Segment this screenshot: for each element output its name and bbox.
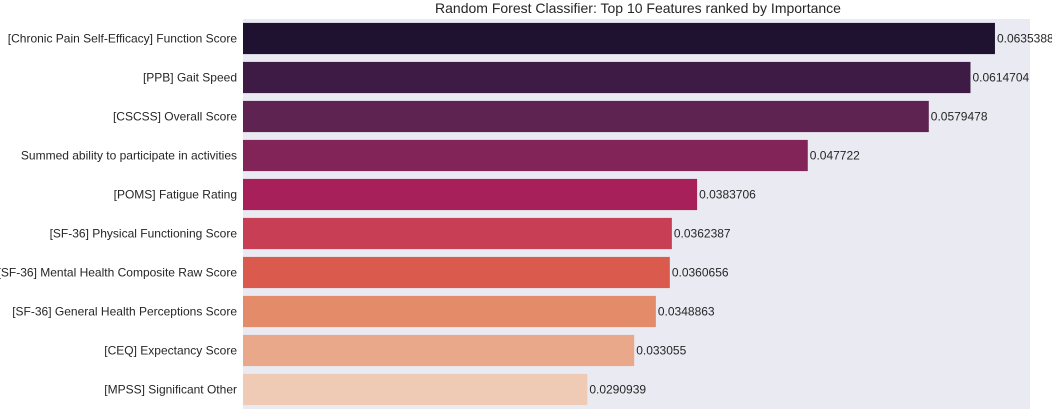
- category-label-8: [SF-36] General Health Perceptions Score: [12, 305, 237, 319]
- value-label-4: 0.047722: [810, 149, 860, 163]
- category-label-2: [PPB] Gait Speed: [143, 71, 237, 85]
- chart-title: Random Forest Classifier: Top 10 Feature…: [435, 0, 841, 16]
- data-labels-layer: 0.0635388 0.0614704 0.0579478 0.047722 0.038…: [589, 32, 1052, 397]
- value-label-8: 0.0348863: [658, 305, 715, 319]
- value-label-10: 0.0290939: [589, 383, 646, 397]
- bar-7: [243, 256, 670, 289]
- value-label-6: 0.0362387: [674, 227, 731, 241]
- value-label-1: 0.0635388: [997, 32, 1052, 46]
- bar-10: [243, 373, 588, 406]
- value-label-9: 0.033055: [636, 344, 686, 358]
- category-label-5: [POMS] Fatigue Rating: [114, 188, 237, 202]
- category-label-6: [SF-36] Physical Functioning Score: [50, 227, 238, 241]
- value-label-5: 0.0383706: [699, 188, 756, 202]
- category-label-4: Summed ability to participate in activit…: [21, 149, 237, 163]
- bar-6: [243, 217, 672, 250]
- category-label-1: [Chronic Pain Self-Efficacy] Function Sc…: [8, 32, 238, 46]
- value-label-2: 0.0614704: [972, 71, 1029, 85]
- bar-2: [243, 61, 971, 94]
- category-label-7: [SF-36] Mental Health Composite Raw Scor…: [0, 266, 237, 280]
- bar-5: [243, 178, 698, 211]
- bar-9: [243, 334, 635, 367]
- bars-layer: [243, 22, 995, 406]
- value-label-3: 0.0579478: [931, 110, 988, 124]
- value-label-7: 0.0360656: [672, 266, 729, 280]
- category-label-3: [CSCSS] Overall Score: [113, 110, 237, 124]
- bar-8: [243, 295, 656, 328]
- category-label-9: [CEQ] Expectancy Score: [104, 344, 237, 358]
- category-label-10: [MPSS] Significant Other: [104, 383, 237, 397]
- bar-1: [243, 22, 995, 55]
- bar-4: [243, 139, 808, 172]
- bar-3: [243, 100, 929, 133]
- tick-labels-layer: [Chronic Pain Self-Efficacy] Function Sc…: [0, 32, 237, 397]
